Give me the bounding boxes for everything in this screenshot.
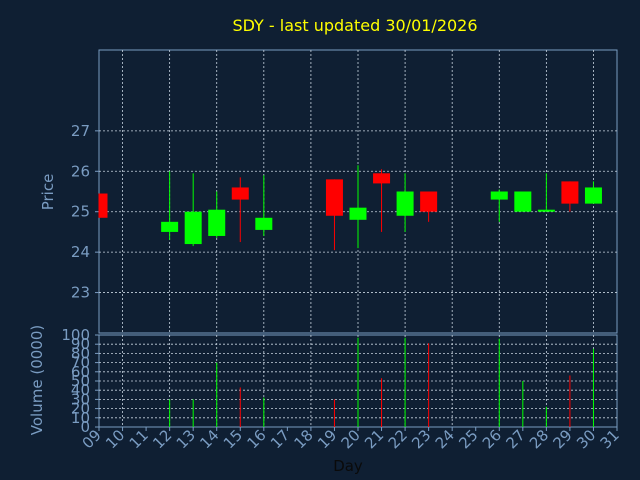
candle-body xyxy=(349,207,367,220)
x-tick-label: 20 xyxy=(338,426,364,452)
candle-body xyxy=(325,179,343,216)
x-tick-label: 31 xyxy=(597,426,623,452)
price-tick-label: 27 xyxy=(71,122,90,140)
x-tick-label: 10 xyxy=(102,426,128,452)
volume-tick-label: 40 xyxy=(71,381,90,399)
x-tick-label: 28 xyxy=(526,426,552,452)
price-panel: 23 24 25 26 27 xyxy=(71,49,618,334)
x-tick-label: 12 xyxy=(149,426,175,452)
candle-body xyxy=(584,187,602,204)
candle-body xyxy=(161,221,179,232)
x-tick-label: 19 xyxy=(314,426,340,452)
volume-tick-label: 20 xyxy=(71,400,90,418)
candle-body xyxy=(184,211,202,245)
volume-tick-label: 60 xyxy=(71,363,90,381)
candle-body xyxy=(537,209,555,212)
volume-tick-label: 70 xyxy=(71,354,90,372)
price-tick-label: 23 xyxy=(71,284,90,302)
x-tick-label: 16 xyxy=(243,426,269,452)
x-tick-label: 24 xyxy=(432,426,458,452)
price-tick-label: 26 xyxy=(71,162,90,180)
x-tick-label: 26 xyxy=(479,426,505,452)
x-tick-label: 25 xyxy=(455,426,481,452)
x-axis-title: Day xyxy=(333,457,363,475)
volume-tick-label: 0 xyxy=(80,418,90,436)
candle-body xyxy=(208,209,226,236)
volume-tick-label: 80 xyxy=(71,344,90,362)
x-tick-label: 14 xyxy=(196,426,222,452)
x-tick-label: 27 xyxy=(502,426,528,452)
x-tick-label: 30 xyxy=(573,426,599,452)
volume-axis-title: Volume (0000) xyxy=(28,325,46,435)
price-tick-label: 24 xyxy=(71,243,90,261)
x-tick-label: 11 xyxy=(126,426,152,452)
candle-body xyxy=(420,191,438,212)
price-tick-label: 25 xyxy=(71,203,90,221)
x-tick-label: 18 xyxy=(291,426,317,452)
x-tick-label: 15 xyxy=(220,426,246,452)
volume-panel: 0102030405060708090100091011121314151617… xyxy=(61,326,622,452)
chart-title: SDY - last updated 30/01/2026 xyxy=(232,16,477,35)
volume-tick-label: 50 xyxy=(71,372,90,390)
candle-body xyxy=(373,173,391,184)
candle-body xyxy=(99,193,108,218)
price-axis-title: Price xyxy=(39,174,57,211)
x-tick-label: 29 xyxy=(550,426,576,452)
candle-body xyxy=(396,191,414,216)
x-tick-label: 17 xyxy=(267,426,293,452)
volume-tick-label: 90 xyxy=(71,335,90,353)
x-tick-label: 23 xyxy=(408,426,434,452)
x-tick-label: 13 xyxy=(173,426,199,452)
volume-tick-label: 100 xyxy=(61,326,90,344)
candle-body xyxy=(255,217,273,230)
candle-body xyxy=(490,191,508,200)
x-tick-label: 22 xyxy=(385,426,411,452)
candle-body xyxy=(231,187,249,200)
volume-tick-label: 30 xyxy=(71,390,90,408)
candle-body xyxy=(514,191,532,212)
candle-body xyxy=(561,181,579,204)
x-tick-label: 21 xyxy=(361,426,387,452)
volume-tick-label: 10 xyxy=(71,409,90,427)
